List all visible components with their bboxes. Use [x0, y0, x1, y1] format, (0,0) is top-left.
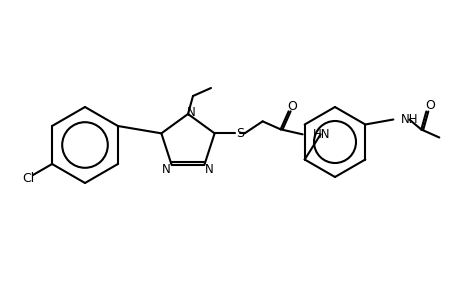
Text: HN: HN [312, 128, 330, 141]
Text: O: O [287, 100, 297, 113]
Text: N: N [205, 163, 213, 176]
Text: N: N [162, 163, 171, 176]
Text: Cl: Cl [22, 172, 34, 185]
Text: N: N [186, 106, 195, 118]
Text: S: S [235, 127, 243, 140]
Text: NH: NH [400, 113, 418, 126]
Text: O: O [425, 99, 434, 112]
